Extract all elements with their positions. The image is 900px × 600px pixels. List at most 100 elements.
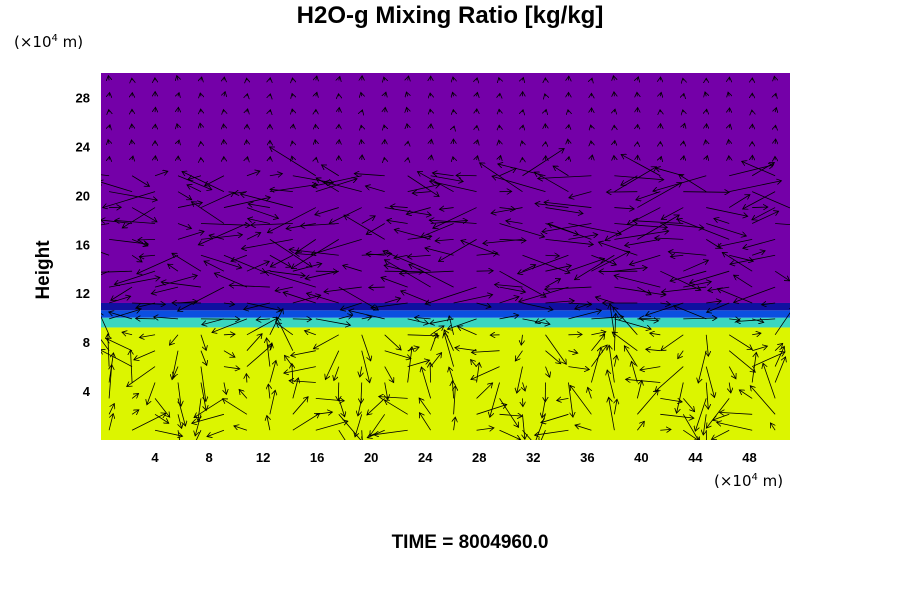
vector-arrow — [476, 383, 493, 399]
vector-arrow — [131, 254, 142, 262]
vector-arrow — [200, 254, 242, 268]
vector-arrow — [267, 207, 316, 233]
vector-arrow — [315, 421, 348, 431]
vector-arrow — [101, 270, 133, 273]
vector-arrow — [269, 239, 312, 267]
vector-arrow — [177, 124, 178, 128]
vector-arrow — [384, 265, 408, 272]
time-label: TIME = 8004960.0 — [391, 532, 549, 553]
vector-arrow — [115, 220, 156, 224]
vector-arrow — [591, 78, 592, 80]
vector-arrow — [499, 286, 526, 292]
vector-arrow — [268, 384, 270, 399]
vector-arrow — [447, 318, 477, 329]
vector-arrow — [168, 264, 179, 272]
y-tick-label: 20 — [76, 188, 90, 203]
vector-arrow — [430, 362, 431, 383]
vector-arrow — [430, 318, 454, 324]
vector-arrow — [365, 186, 385, 193]
vector-arrow — [683, 282, 711, 288]
vector-arrow — [522, 254, 570, 273]
vector-arrow — [172, 350, 179, 380]
vector-arrow — [407, 360, 430, 367]
y-tick-label: 24 — [76, 139, 91, 154]
vector-arrow — [200, 334, 206, 351]
vector-arrow — [361, 140, 362, 144]
vector-arrow — [714, 219, 730, 224]
vector-arrow — [200, 223, 250, 225]
vector-arrow — [109, 191, 157, 200]
vector-arrow — [425, 286, 477, 304]
vector-arrow — [545, 366, 549, 378]
vector-arrow — [223, 367, 240, 369]
vector-arrow — [728, 334, 752, 350]
vector-arrow — [522, 141, 523, 144]
vector-arrow — [734, 286, 776, 302]
vector-arrow — [646, 302, 684, 315]
vector-arrow — [637, 286, 651, 295]
vector-arrow — [132, 156, 133, 160]
vector-arrow — [291, 350, 316, 356]
vector-arrow — [660, 303, 670, 305]
vector-arrow — [361, 382, 362, 404]
vector-arrow — [131, 207, 157, 222]
field-layer-3 — [101, 302, 790, 311]
vector-arrow — [706, 334, 708, 356]
vector-arrow — [246, 334, 262, 351]
vector-arrow — [614, 208, 634, 209]
vector-arrow — [385, 107, 386, 112]
vector-arrow — [177, 76, 178, 81]
vector-arrow — [246, 171, 260, 177]
x-tick-label: 24 — [418, 450, 433, 465]
vector-arrow — [198, 223, 248, 244]
vector-arrow — [752, 251, 765, 256]
vector-arrow — [639, 318, 661, 319]
vector-arrow — [752, 207, 768, 208]
vector-arrow — [108, 353, 113, 383]
vector-arrow — [477, 363, 480, 383]
vector-arrow — [461, 240, 500, 256]
vector-arrow — [246, 318, 278, 336]
x-tick-label: 12 — [256, 450, 270, 465]
vector-arrow — [591, 347, 601, 383]
vector-arrow — [200, 235, 242, 240]
vector-arrow — [752, 207, 776, 220]
vector-arrow — [177, 203, 202, 208]
vector-arrow — [605, 223, 638, 240]
vector-arrow — [557, 398, 569, 400]
chart-title: H2O-g Mixing Ratio [kg/kg] — [296, 2, 604, 29]
x-tick-label: 4 — [151, 450, 159, 465]
vector-arrow — [660, 92, 661, 96]
vector-arrow — [251, 223, 293, 225]
vector-arrow — [417, 172, 454, 193]
vector-arrow — [452, 381, 453, 399]
vector-arrow — [517, 366, 523, 393]
vector-arrow — [178, 286, 225, 311]
vector-arrow — [131, 393, 139, 398]
vector-arrow — [703, 414, 706, 435]
vector-arrow — [154, 317, 179, 319]
vector-arrow — [234, 192, 247, 194]
field-layer-1 — [101, 317, 790, 328]
vector-arrow — [381, 277, 408, 288]
vector-arrow — [384, 366, 394, 383]
vector-arrow — [683, 94, 684, 97]
vector-arrow — [523, 110, 524, 112]
vector-arrow — [384, 400, 408, 415]
vector-arrow — [103, 191, 156, 208]
vector-arrow — [523, 414, 525, 439]
vector-arrow — [591, 125, 592, 128]
vector-arrow — [568, 157, 569, 160]
vector-arrow — [177, 175, 212, 190]
vector-arrow — [717, 422, 753, 431]
vector-arrow — [151, 286, 179, 294]
vector-arrow — [154, 429, 183, 436]
vector-arrow — [269, 390, 275, 415]
vector-arrow — [477, 92, 478, 96]
field-layer-4 — [101, 73, 790, 303]
vector-arrow — [568, 310, 601, 320]
vector-arrow — [387, 220, 408, 223]
vector-arrow — [752, 319, 764, 322]
vector-arrow — [316, 157, 317, 160]
vector-arrow — [743, 191, 776, 209]
